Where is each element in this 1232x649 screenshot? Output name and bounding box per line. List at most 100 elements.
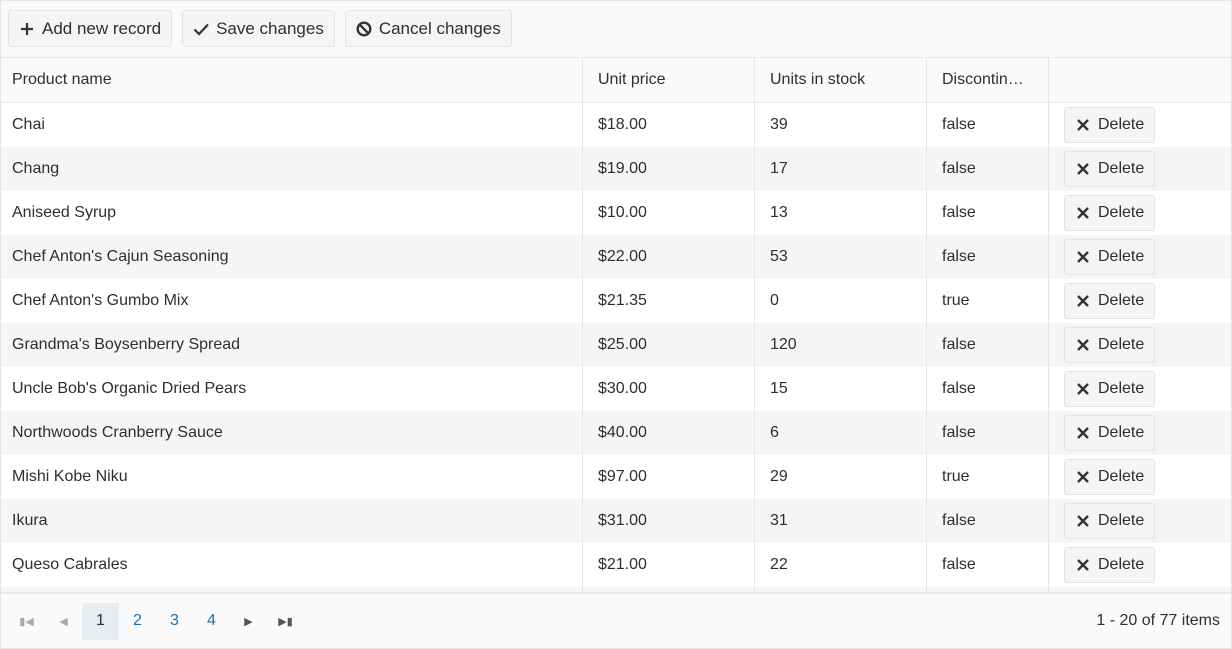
- table-row: Northwoods Cranberry Sauce $40.00 6 fals…: [1, 411, 1231, 455]
- page-1-button[interactable]: 1: [82, 602, 119, 640]
- cell-product-name[interactable]: Aniseed Syrup: [12, 204, 117, 221]
- delete-button[interactable]: Delete: [1064, 195, 1156, 231]
- cell-discontinued[interactable]: false: [926, 147, 1048, 191]
- cell-discontinued[interactable]: false: [926, 367, 1048, 411]
- cell-unit-price[interactable]: $21.00: [582, 543, 754, 587]
- previous-page-button[interactable]: ◀: [45, 603, 82, 640]
- cell-units-in-stock[interactable]: 29: [754, 455, 926, 499]
- cell-discontinued[interactable]: false: [926, 103, 1048, 147]
- delete-button[interactable]: Delete: [1064, 327, 1156, 363]
- cell-units-in-stock[interactable]: 31: [754, 499, 926, 543]
- page-4-button[interactable]: 4: [207, 612, 216, 629]
- cell-discontinued[interactable]: false: [926, 191, 1048, 235]
- close-icon: [1075, 557, 1091, 573]
- close-icon: [1075, 337, 1091, 353]
- save-changes-button[interactable]: Save changes: [182, 10, 335, 47]
- cell-product-name[interactable]: Northwoods Cranberry Sauce: [12, 424, 223, 441]
- grid-body: Chai $18.00 39 false Delete Chang $19.00 …: [1, 103, 1231, 592]
- close-icon: [1075, 425, 1091, 441]
- cell-units-in-stock[interactable]: 6: [754, 411, 926, 455]
- cell-unit-price[interactable]: $25.00: [582, 323, 754, 367]
- last-page-button[interactable]: ▶▮: [267, 603, 304, 640]
- cell-product-name[interactable]: Chef Anton's Gumbo Mix: [12, 292, 189, 309]
- first-page-icon: ▮◀: [19, 615, 34, 628]
- cell-discontinued[interactable]: false: [926, 411, 1048, 455]
- cell-discontinued[interactable]: false: [926, 543, 1048, 587]
- grid-toolbar: Add new record Save changes Cancel chang…: [1, 1, 1231, 58]
- cell-product-name[interactable]: Queso Cabrales: [12, 556, 128, 573]
- table-row: Aniseed Syrup $10.00 13 false Delete: [1, 191, 1231, 235]
- cell-product-name[interactable]: Chef Anton's Cajun Seasoning: [12, 248, 229, 265]
- cell-unit-price[interactable]: $97.00: [582, 455, 754, 499]
- cell-product-name[interactable]: Ikura: [12, 512, 48, 529]
- cell-units-in-stock[interactable]: 17: [754, 147, 926, 191]
- next-page-icon: ▶: [244, 615, 253, 628]
- cell-units-in-stock[interactable]: 0: [754, 279, 926, 323]
- cell-units-in-stock[interactable]: 53: [754, 235, 926, 279]
- cell-product-name[interactable]: Grandma's Boysenberry Spread: [12, 336, 241, 353]
- cell-commands: Delete: [1048, 455, 1231, 499]
- cell-product-name[interactable]: Mishi Kobe Niku: [12, 468, 128, 485]
- delete-button[interactable]: Delete: [1064, 107, 1156, 143]
- cell-unit-price[interactable]: $10.00: [582, 191, 754, 235]
- header-discontinued[interactable]: Discontin…: [926, 58, 1048, 102]
- table-row: [1, 587, 1231, 592]
- grid-header: Product name Unit price Units in stock D…: [1, 58, 1231, 103]
- table-row: Grandma's Boysenberry Spread $25.00 120 …: [1, 323, 1231, 367]
- table-row: Chef Anton's Gumbo Mix $21.35 0 true Del…: [1, 279, 1231, 323]
- close-icon: [1075, 117, 1091, 133]
- page-3-button[interactable]: 3: [170, 612, 179, 629]
- close-icon: [1075, 513, 1091, 529]
- cell-commands: Delete: [1048, 279, 1231, 323]
- cell-units-in-stock[interactable]: 22: [754, 543, 926, 587]
- cell-commands: Delete: [1048, 147, 1231, 191]
- delete-button[interactable]: Delete: [1064, 283, 1156, 319]
- cell-units-in-stock[interactable]: 13: [754, 191, 926, 235]
- cell-product-name[interactable]: Uncle Bob's Organic Dried Pears: [12, 380, 247, 397]
- cancel-icon: [356, 20, 372, 37]
- cell-units-in-stock[interactable]: 15: [754, 367, 926, 411]
- cell-discontinued[interactable]: false: [926, 499, 1048, 543]
- delete-button[interactable]: Delete: [1064, 503, 1156, 539]
- add-label: Add new record: [42, 18, 162, 38]
- header-product-name[interactable]: Product name: [12, 71, 112, 88]
- cell-discontinued[interactable]: true: [926, 279, 1048, 323]
- cancel-changes-button[interactable]: Cancel changes: [344, 10, 512, 47]
- delete-button[interactable]: Delete: [1064, 239, 1156, 275]
- first-page-button[interactable]: ▮◀: [8, 603, 45, 640]
- add-new-record-button[interactable]: Add new record: [8, 10, 173, 47]
- cell-unit-price[interactable]: $31.00: [582, 499, 754, 543]
- delete-button[interactable]: Delete: [1064, 415, 1156, 451]
- cell-discontinued[interactable]: false: [926, 323, 1048, 367]
- cell-commands: Delete: [1048, 103, 1231, 147]
- delete-button[interactable]: Delete: [1064, 151, 1156, 187]
- delete-label: Delete: [1098, 160, 1145, 177]
- header-unit-price[interactable]: Unit price: [582, 58, 754, 102]
- delete-label: Delete: [1098, 204, 1145, 221]
- delete-button[interactable]: Delete: [1064, 371, 1156, 407]
- cell-product-name[interactable]: Chai: [12, 116, 45, 133]
- cell-unit-price[interactable]: $21.35: [582, 279, 754, 323]
- page-2-button[interactable]: 2: [133, 612, 142, 629]
- delete-label: Delete: [1098, 556, 1145, 573]
- delete-button[interactable]: Delete: [1064, 547, 1156, 583]
- close-icon: [1075, 469, 1091, 485]
- delete-label: Delete: [1098, 248, 1145, 265]
- cell-unit-price[interactable]: $19.00: [582, 147, 754, 191]
- header-units-in-stock[interactable]: Units in stock: [754, 58, 926, 102]
- delete-button[interactable]: Delete: [1064, 459, 1156, 495]
- cell-unit-price[interactable]: $22.00: [582, 235, 754, 279]
- cell-discontinued[interactable]: true: [926, 455, 1048, 499]
- cell-unit-price[interactable]: $40.00: [582, 411, 754, 455]
- cell-unit-price[interactable]: $30.00: [582, 367, 754, 411]
- cell-discontinued[interactable]: false: [926, 235, 1048, 279]
- cell-units-in-stock[interactable]: 39: [754, 103, 926, 147]
- delete-label: Delete: [1098, 336, 1145, 353]
- cell-product-name[interactable]: Chang: [12, 160, 60, 177]
- cell-units-in-stock[interactable]: 120: [754, 323, 926, 367]
- delete-label: Delete: [1098, 380, 1145, 397]
- next-page-button[interactable]: ▶: [230, 603, 267, 640]
- close-icon: [1075, 161, 1091, 177]
- cell-unit-price[interactable]: $18.00: [582, 103, 754, 147]
